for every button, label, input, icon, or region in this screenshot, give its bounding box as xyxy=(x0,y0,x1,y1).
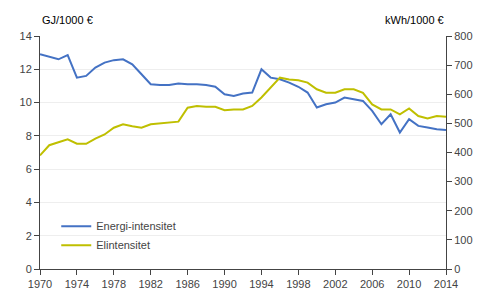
svg-text:1974: 1974 xyxy=(65,278,89,290)
svg-text:1986: 1986 xyxy=(175,278,199,290)
svg-text:8: 8 xyxy=(26,130,32,142)
svg-text:1990: 1990 xyxy=(212,278,236,290)
svg-text:1978: 1978 xyxy=(102,278,126,290)
svg-text:700: 700 xyxy=(454,59,472,71)
svg-text:4: 4 xyxy=(26,196,32,208)
svg-text:0: 0 xyxy=(26,263,32,275)
svg-text:14: 14 xyxy=(20,30,32,42)
svg-text:kWh/1000 €: kWh/1000 € xyxy=(385,14,444,26)
svg-text:300: 300 xyxy=(454,175,472,187)
svg-text:800: 800 xyxy=(454,30,472,42)
svg-text:500: 500 xyxy=(454,117,472,129)
svg-text:2: 2 xyxy=(26,230,32,242)
svg-text:Energi-intensitet: Energi-intensitet xyxy=(96,220,176,232)
svg-text:600: 600 xyxy=(454,88,472,100)
svg-text:100: 100 xyxy=(454,234,472,246)
svg-text:2014: 2014 xyxy=(434,278,458,290)
svg-text:2010: 2010 xyxy=(397,278,421,290)
svg-text:GJ/1000 €: GJ/1000 € xyxy=(42,14,93,26)
svg-text:1998: 1998 xyxy=(286,278,310,290)
svg-text:Elintensitet: Elintensitet xyxy=(96,239,150,251)
svg-text:1970: 1970 xyxy=(28,278,52,290)
svg-text:6: 6 xyxy=(26,163,32,175)
svg-text:10: 10 xyxy=(20,96,32,108)
svg-text:200: 200 xyxy=(454,205,472,217)
svg-text:12: 12 xyxy=(20,63,32,75)
svg-text:2006: 2006 xyxy=(360,278,384,290)
svg-text:1982: 1982 xyxy=(138,278,162,290)
svg-text:2002: 2002 xyxy=(323,278,347,290)
svg-text:0: 0 xyxy=(454,263,460,275)
svg-text:400: 400 xyxy=(454,146,472,158)
svg-text:1994: 1994 xyxy=(249,278,273,290)
